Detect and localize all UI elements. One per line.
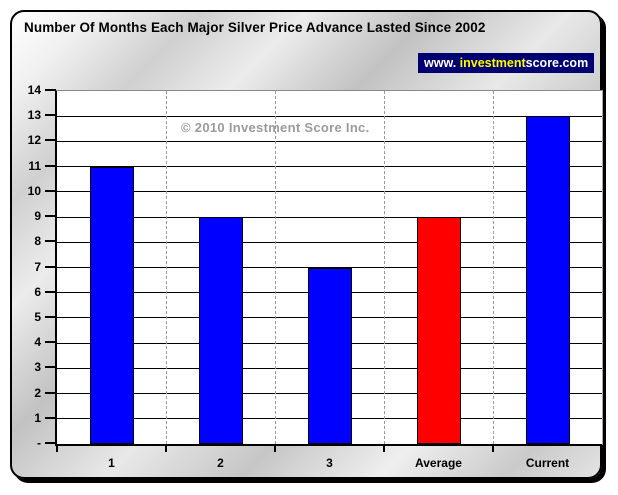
- y-axis-label-12: 12: [27, 133, 41, 148]
- y-axis-label--: -: [37, 436, 41, 450]
- gridline-8: [57, 241, 602, 243]
- y-axis-tick: [45, 265, 56, 268]
- gridline-9: [57, 216, 602, 218]
- gridline-10: [57, 191, 602, 193]
- y-axis-label-6: 6: [34, 284, 41, 299]
- category-separator: [165, 91, 167, 444]
- y-axis-label-2: 2: [34, 385, 41, 400]
- y-axis-tick: [45, 114, 56, 117]
- y-axis-label-14: 14: [27, 83, 41, 97]
- gridline-13: [57, 115, 602, 117]
- gridline-12: [57, 140, 602, 142]
- y-axis-label-3: 3: [34, 360, 41, 375]
- x-axis-tick: [56, 445, 58, 452]
- y-axis-tick: [45, 189, 56, 192]
- x-axis-tick: [601, 445, 603, 452]
- y-axis-tick: [45, 416, 56, 419]
- y-axis-label-11: 11: [28, 158, 41, 173]
- y-axis-label-4: 4: [34, 335, 41, 350]
- bar-2: [198, 217, 243, 444]
- badge-highlight: investment: [459, 56, 526, 70]
- x-axis-label-average: Average: [415, 456, 462, 470]
- chart-frame: Number Of Months Each Major Silver Price…: [10, 10, 603, 479]
- y-axis-tick: [45, 164, 56, 167]
- chart-title: Number Of Months Each Major Silver Price…: [24, 20, 486, 35]
- bar-1: [89, 166, 134, 444]
- x-axis-tick: [383, 445, 385, 452]
- x-axis-label-current: Current: [525, 456, 570, 470]
- x-axis-label-2: 2: [217, 456, 224, 470]
- badge-prefix: www.: [424, 56, 460, 70]
- x-axis-tick: [165, 445, 167, 452]
- y-axis-label-8: 8: [34, 234, 41, 249]
- copyright-watermark: © 2010 Investment Score Inc.: [181, 120, 370, 135]
- y-axis-tick: [45, 89, 56, 91]
- gridline-11: [57, 166, 602, 168]
- bar-3: [307, 267, 352, 444]
- y-axis-label-10: 10: [27, 183, 41, 198]
- y-axis-label-1: 1: [34, 410, 41, 425]
- y-axis-tick: [45, 215, 56, 218]
- bar-average: [416, 217, 461, 444]
- y-axis-tick: [45, 366, 56, 369]
- y-axis-tick: [45, 290, 56, 293]
- category-separator: [492, 91, 494, 444]
- y-axis-label-7: 7: [34, 259, 41, 274]
- y-axis-tick: [45, 341, 56, 344]
- y-axis-label-9: 9: [34, 209, 41, 224]
- y-axis-tick: [45, 139, 56, 142]
- y-axis-label-13: 13: [27, 108, 41, 123]
- y-axis-tick: [45, 315, 56, 318]
- category-separator: [383, 91, 385, 444]
- x-axis-label-3: 3: [326, 456, 333, 470]
- website-badge[interactable]: www. investmentscore.com: [418, 53, 595, 73]
- x-axis-tick: [274, 445, 276, 452]
- y-axis-tick: [45, 240, 56, 243]
- x-axis-label-1: 1: [108, 456, 115, 470]
- x-axis-tick: [492, 445, 494, 452]
- category-separator: [274, 91, 276, 444]
- bar-current: [525, 116, 570, 444]
- y-axis-tick: [45, 442, 56, 444]
- y-axis-label-5: 5: [34, 309, 41, 324]
- y-axis-tick: [45, 391, 56, 394]
- plot-area: [55, 90, 603, 446]
- badge-suffix: score.com: [525, 56, 589, 70]
